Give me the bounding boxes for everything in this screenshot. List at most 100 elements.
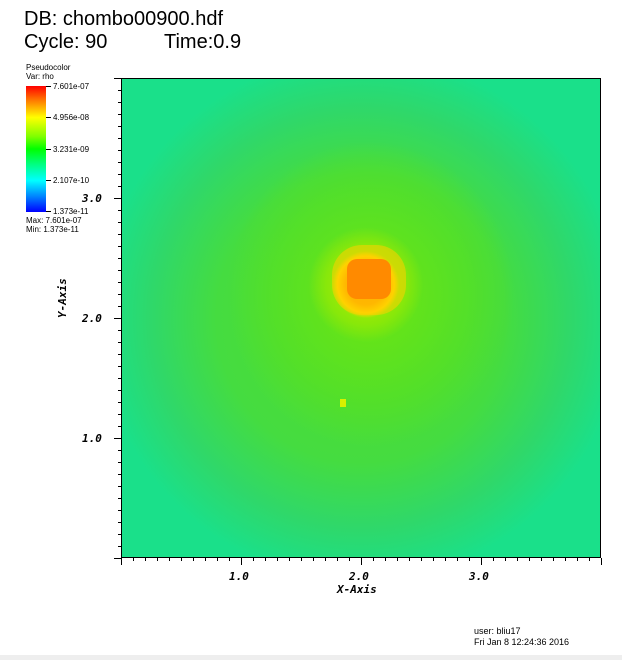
axis-tick (118, 126, 121, 127)
axis-tick (118, 426, 121, 427)
axis-tick (118, 402, 121, 403)
time-label: Time:0.9 (164, 31, 242, 53)
x-tick-label: 2.0 (349, 570, 369, 583)
axis-tick (114, 198, 121, 199)
axis-tick (118, 450, 121, 451)
axis-tick (118, 294, 121, 295)
axis-tick (145, 558, 146, 561)
axis-tick (118, 366, 121, 367)
axis-tick (133, 558, 134, 561)
axis-tick (325, 558, 326, 561)
axis-tick (385, 558, 386, 561)
axis-tick (118, 474, 121, 475)
axis-tick (289, 558, 290, 561)
colorbar-label: 7.601e-07 (53, 82, 90, 91)
axis-tick (409, 558, 410, 561)
axis-tick (565, 558, 566, 561)
axis-tick (505, 558, 506, 561)
axis-tick (118, 210, 121, 211)
axis-tick (118, 534, 121, 535)
axis-tick (229, 558, 230, 561)
axis-tick (114, 558, 121, 559)
legend-title: Pseudocolor (26, 63, 71, 72)
colorbar-tick (46, 86, 51, 87)
user-label: user: bliu17 (474, 626, 521, 636)
axis-tick (361, 558, 362, 565)
axis-tick (118, 486, 121, 487)
axis-tick (493, 558, 494, 561)
axis-tick (118, 546, 121, 547)
cycle-label: Cycle: 90 (24, 31, 108, 53)
axis-tick (118, 330, 121, 331)
axis-tick (553, 558, 554, 561)
colorbar-tick (46, 211, 51, 212)
axis-tick (118, 462, 121, 463)
colorbar-label: 2.107e-10 (53, 176, 90, 185)
axis-tick (457, 558, 458, 561)
database-title: DB: chombo00900.hdf (24, 8, 224, 30)
axis-tick (157, 558, 158, 561)
legend-variable: Var: rho (26, 72, 54, 81)
axis-tick (118, 258, 121, 259)
axis-tick (118, 246, 121, 247)
axis-tick (118, 270, 121, 271)
axis-tick (118, 186, 121, 187)
x-tick-label: 3.0 (469, 570, 489, 583)
axis-tick (265, 558, 266, 561)
axis-tick (118, 102, 121, 103)
axis-tick (118, 510, 121, 511)
y-axis-title: Y-Axis (56, 278, 69, 318)
x-axis-title: X-Axis (337, 583, 377, 596)
axis-tick (433, 558, 434, 561)
axis-tick (114, 438, 121, 439)
axis-tick (169, 558, 170, 561)
density-speck (340, 399, 346, 407)
cycle-time-line: Cycle: 90 Time:0.9 (24, 31, 241, 53)
axis-tick (118, 162, 121, 163)
axis-tick (181, 558, 182, 561)
axis-tick (313, 558, 314, 561)
axis-tick (118, 390, 121, 391)
axis-tick (118, 114, 121, 115)
axis-tick (529, 558, 530, 561)
colorbar-label: 4.956e-08 (53, 113, 90, 122)
y-tick-label: 3.0 (82, 192, 102, 205)
axis-tick (517, 558, 518, 561)
axis-tick (445, 558, 446, 561)
x-tick-label: 1.0 (229, 570, 249, 583)
axis-tick (118, 342, 121, 343)
axis-tick (118, 522, 121, 523)
axis-tick (205, 558, 206, 561)
axis-tick (121, 558, 122, 565)
axis-tick (118, 234, 121, 235)
axis-tick (337, 558, 338, 561)
axis-tick (193, 558, 194, 561)
axis-tick (118, 138, 121, 139)
axis-tick (277, 558, 278, 561)
axis-tick (118, 378, 121, 379)
colorbar-label: 3.231e-09 (53, 145, 90, 154)
axis-tick (601, 558, 602, 565)
axis-tick (577, 558, 578, 561)
y-tick-label: 2.0 (82, 312, 102, 325)
axis-tick (118, 498, 121, 499)
axis-tick (217, 558, 218, 561)
axis-tick (349, 558, 350, 561)
axis-tick (481, 558, 482, 565)
timestamp-label: Fri Jan 8 12:24:36 2016 (474, 637, 570, 647)
axis-tick (469, 558, 470, 561)
axis-tick (118, 90, 121, 91)
footer-info: user: bliu17 Fri Jan 8 12:24:36 2016 (474, 626, 569, 648)
window-bottom-bar (0, 655, 622, 660)
colorbar-tick (46, 149, 51, 150)
axis-tick (118, 174, 121, 175)
axis-tick (373, 558, 374, 561)
axis-tick (421, 558, 422, 561)
legend-min-max: Max: 7.601e-07 Min: 1.373e-11 (26, 216, 82, 234)
axis-tick (114, 318, 121, 319)
axis-tick (118, 414, 121, 415)
axis-tick (118, 306, 121, 307)
axis-tick (589, 558, 590, 561)
axis-tick (118, 354, 121, 355)
axis-tick (241, 558, 242, 565)
